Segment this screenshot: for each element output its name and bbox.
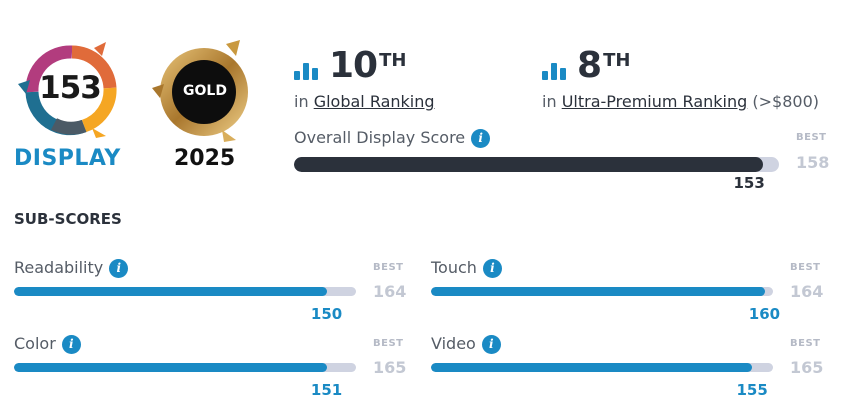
subscore-video-bar — [431, 363, 773, 372]
subscore-fill — [431, 287, 765, 296]
subscore-readability-label: Readability i — [14, 258, 129, 278]
badge-caption: DISPLAY — [14, 146, 121, 171]
award-label: GOLD — [183, 83, 227, 99]
global-rank-prefix: in — [294, 92, 309, 111]
gold-award-badge: GOLD — [152, 40, 256, 144]
subscore-color-label: Color i — [14, 334, 81, 354]
subscore-fill — [431, 363, 753, 372]
subscore-touch-value: 160 — [748, 305, 781, 323]
overall-score-value: 153 — [733, 174, 765, 192]
overall-score-fill — [294, 157, 764, 172]
overall-score-label: Overall Display Score i — [294, 128, 491, 148]
subscore-label-text: Touch — [431, 258, 477, 277]
subscore-label-text: Readability — [14, 258, 104, 277]
subscore-best-tag: BEST — [790, 262, 821, 273]
overall-best-tag: BEST — [796, 132, 827, 143]
info-icon[interactable]: i — [482, 259, 502, 278]
segment-price-note: (>$800) — [752, 92, 819, 111]
global-ranking-link[interactable]: Global Ranking — [313, 92, 435, 111]
bar-chart-icon — [542, 62, 568, 80]
subscore-fill — [14, 287, 327, 296]
overall-score-bar — [294, 157, 779, 172]
overall-score-label-text: Overall Display Score — [294, 128, 466, 147]
subscore-label-text: Color — [14, 334, 56, 353]
segment-rank-prefix: in — [542, 92, 557, 111]
ultra-premium-ranking-link[interactable]: Ultra-Premium Ranking — [561, 92, 748, 111]
award-year: 2025 — [174, 146, 236, 171]
subscore-best-tag: BEST — [373, 262, 404, 273]
subscore-best-value: 164 — [373, 282, 407, 301]
subscore-video-value: 155 — [736, 381, 768, 399]
segment-rank-suffix: TH — [603, 50, 631, 71]
display-score-badge: 153 — [14, 40, 124, 140]
info-icon[interactable]: i — [61, 335, 81, 354]
global-ranking: 10 TH in Global Ranking — [294, 46, 435, 111]
score-ring-icon — [18, 42, 117, 138]
subscore-best-value: 165 — [373, 358, 407, 377]
info-icon[interactable]: i — [109, 259, 129, 278]
subscore-best-tag: BEST — [373, 338, 404, 349]
subscore-readability-value: 150 — [310, 305, 343, 323]
subscore-best-tag: BEST — [790, 338, 821, 349]
global-rank-suffix: TH — [379, 50, 407, 71]
overall-best-value: 158 — [796, 153, 830, 172]
badge-score: 153 — [39, 70, 102, 106]
subscore-touch-bar — [431, 287, 773, 296]
subscore-best-value: 165 — [790, 358, 824, 377]
segment-rank-number: 8 — [577, 45, 602, 86]
subscore-fill — [14, 363, 327, 372]
bar-chart-icon — [294, 62, 320, 80]
subscore-video-label: Video i — [431, 334, 501, 354]
info-icon[interactable]: i — [481, 335, 501, 354]
subscore-touch-label: Touch i — [431, 258, 502, 278]
gold-medal-icon — [152, 40, 248, 142]
subscores-title: SUB-SCORES — [14, 210, 122, 228]
subscore-best-value: 164 — [790, 282, 824, 301]
subscore-label-text: Video — [431, 334, 476, 353]
subscore-color-value: 151 — [310, 381, 343, 399]
info-icon[interactable]: i — [471, 129, 491, 148]
global-rank-number: 10 — [329, 45, 378, 86]
subscore-readability-bar — [14, 287, 356, 296]
segment-ranking: 8 TH in Ultra-Premium Ranking (>$800) — [542, 46, 819, 111]
subscore-color-bar — [14, 363, 356, 372]
